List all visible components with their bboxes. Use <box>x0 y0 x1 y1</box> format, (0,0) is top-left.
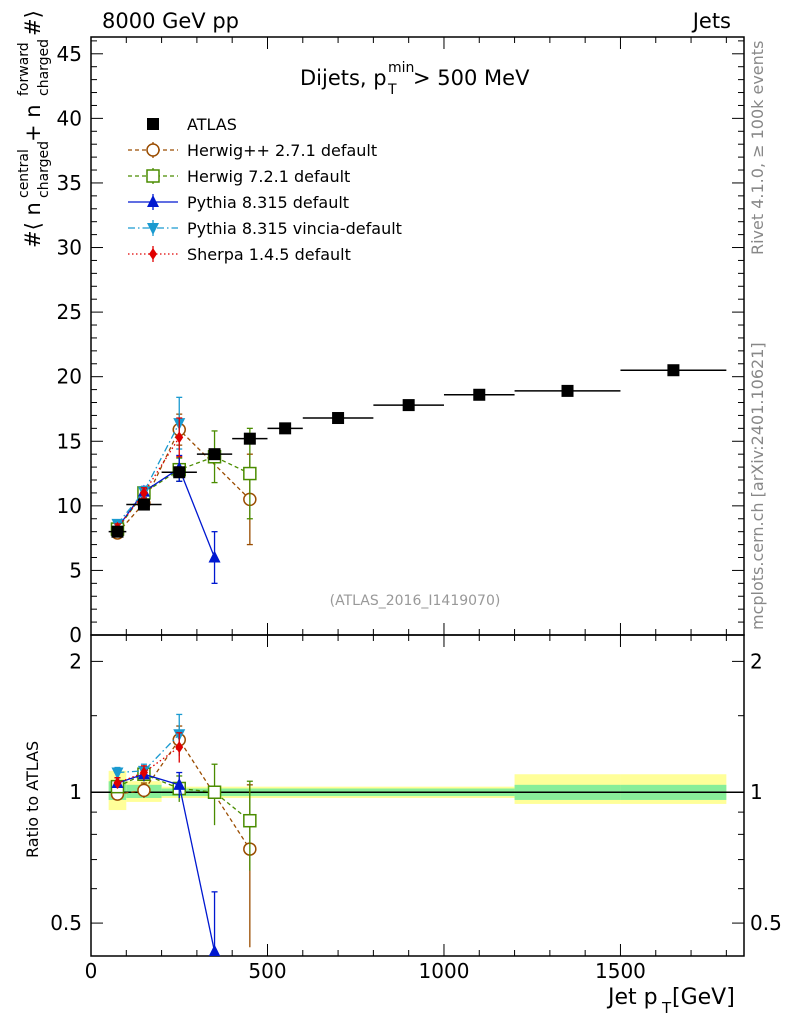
header-right: Jets <box>691 9 731 33</box>
legend-marker-4 <box>147 223 159 235</box>
y-tick-label: 30 <box>57 236 82 260</box>
legend-label-0: ATLAS <box>187 115 237 134</box>
ratio-tick-label-right: 2 <box>750 649 763 673</box>
x-tick-label: 500 <box>248 959 286 983</box>
mcplots-label: mcplots.cern.ch [arXiv:2401.10621] <box>748 342 767 630</box>
series-3-ratio-point <box>173 777 186 790</box>
y-tick-label: 15 <box>57 429 82 453</box>
ylabel-b-sub: charged <box>36 141 52 198</box>
x-tick-label: 1000 <box>419 959 470 983</box>
y-tick-label: 5 <box>69 558 82 582</box>
ratio-tick-label-left: 2 <box>69 649 82 673</box>
series-1-ratio-line <box>117 738 251 850</box>
series-5-ratio-point <box>139 766 148 779</box>
y-tick-label: 45 <box>57 42 82 66</box>
series-1-ratio-point <box>137 783 151 798</box>
atlas-point <box>111 525 124 538</box>
series-4-ratio-line <box>117 733 180 774</box>
legend-label-1: Herwig++ 2.7.1 default <box>187 141 377 160</box>
xlabel-main: Jet p <box>606 985 658 1010</box>
axes: 0 500 1000 1500 0 5 10 15 20 25 30 35 40 45 0.5 0.5 1 1 2 2 <box>50 37 782 983</box>
title-sub: T <box>387 82 397 98</box>
x-tick-label: 0 <box>85 959 98 983</box>
xlabel-tail: [GeV] <box>672 985 735 1010</box>
legend: ATLAS Herwig++ 2.7.1 default Herwig 7.2.1 … <box>128 115 402 264</box>
atlas-point <box>332 412 345 425</box>
analysis-watermark: (ATLAS_2016_I1419070) <box>330 593 501 609</box>
atlas-point <box>173 466 186 479</box>
series-4-line <box>116 422 180 525</box>
legend-label-5: Sherpa 1.4.5 default <box>187 245 351 264</box>
ratio-tick-label-left: 0.5 <box>50 911 82 935</box>
ratio-plot-data <box>110 713 257 956</box>
legend-marker-5 <box>149 248 157 260</box>
main-plot-data <box>108 364 727 584</box>
legend-marker-2 <box>146 169 160 183</box>
legend-marker-1 <box>146 143 160 157</box>
y-tick-label: 20 <box>57 365 82 389</box>
ratio-uncertainty-bands <box>91 770 744 811</box>
atlas-point <box>561 384 574 397</box>
y-tick-label: 0 <box>69 623 82 647</box>
ylabel-b-sup: central <box>16 149 32 198</box>
series-2-ratio-point <box>207 785 222 799</box>
atlas-point <box>473 388 486 401</box>
series-5-point <box>175 431 184 444</box>
ratio-tick-label-right: 1 <box>750 780 763 804</box>
legend-marker-3 <box>147 195 159 207</box>
ylabel-a: #⟨ n <box>21 202 45 248</box>
ylabel-e: #⟩ <box>21 10 45 36</box>
y-tick-label: 25 <box>57 300 82 324</box>
atlas-point <box>279 422 292 435</box>
rivet-version-label: Rivet 4.1.0, ≥ 100k events <box>748 41 767 255</box>
y-tick-label: 10 <box>57 494 82 518</box>
title-tail: > 500 MeV <box>413 66 530 90</box>
series-2-ratio-point <box>243 813 257 828</box>
header-left: 8000 GeV pp <box>102 9 239 33</box>
ratio-tick-label-left: 1 <box>69 780 82 804</box>
series-3-ratio-point <box>208 944 221 956</box>
legend-label-4: Pythia 8.315 vincia-default <box>187 219 402 238</box>
x-axis-label: Jet p T [GeV] <box>606 985 735 1017</box>
xlabel-sub: T <box>661 999 672 1017</box>
ratio-tick-label-right: 0.5 <box>750 911 782 935</box>
series-1-line <box>116 428 251 534</box>
legend-label-3: Pythia 8.315 default <box>187 193 349 212</box>
ylabel-d-sub: charged <box>36 39 52 96</box>
atlas-point <box>243 432 256 445</box>
ratio-y-axis-label: Ratio to ATLAS <box>23 741 42 858</box>
atlas-point <box>208 448 221 461</box>
ylabel-c: + n <box>21 104 45 142</box>
chart-title: Dijets, p min T > 500 MeV <box>300 60 530 98</box>
atlas-point <box>137 498 150 511</box>
series-5-point <box>139 486 148 499</box>
y-axis-label: #⟨ n central charged + n forward charged… <box>16 10 52 248</box>
y-tick-label: 35 <box>57 171 82 195</box>
series-3-line <box>116 467 216 558</box>
series-5-ratio-point <box>113 777 122 790</box>
series-3-point <box>208 550 221 563</box>
legend-label-2: Herwig 7.2.1 default <box>187 167 350 186</box>
y-tick-label: 40 <box>57 106 82 130</box>
series-4-ratio-point <box>111 767 124 780</box>
legend-marker-0 <box>147 118 159 130</box>
ratio-plot-frame <box>90 634 745 957</box>
ylabel-d-sup: forward <box>16 42 32 96</box>
atlas-point <box>402 399 415 412</box>
series-5-ratio-point <box>175 741 184 754</box>
series-3-ratio-line <box>117 773 216 952</box>
title-main: Dijets, p <box>300 66 387 90</box>
title-sup: min <box>388 60 414 76</box>
atlas-point <box>667 364 680 377</box>
series-2-point <box>243 466 257 481</box>
x-tick-label: 1500 <box>595 959 646 983</box>
